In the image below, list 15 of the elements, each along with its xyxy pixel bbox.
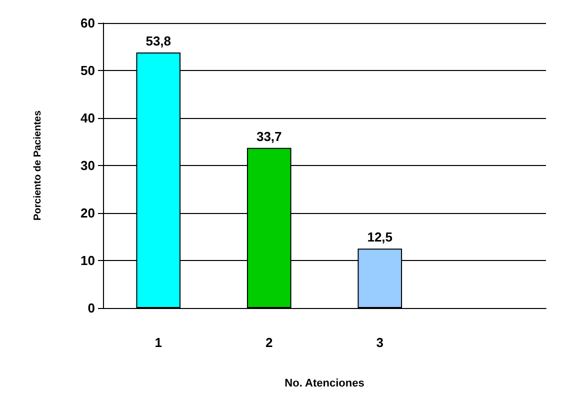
data-label: 53,8 [146,33,172,48]
x-tick-label: 3 [376,335,384,350]
y-tick-label: 60 [80,16,95,30]
y-tick-label: 50 [80,63,95,78]
x-tick-label: 1 [154,335,162,350]
x-tick-label: 2 [266,335,273,350]
y-tick-label: 0 [88,300,95,316]
y-tick-label: 20 [80,206,95,220]
y-axis-title: Porciento de Pacientes [32,110,44,221]
y-tick-label: 30 [80,158,95,173]
data-label: 12,5 [367,230,393,245]
data-label: 33,7 [256,128,282,144]
x-axis-title: No. Atenciones [284,378,364,390]
y-tick-label: 10 [80,253,95,268]
y-tick-label: 40 [80,110,95,126]
